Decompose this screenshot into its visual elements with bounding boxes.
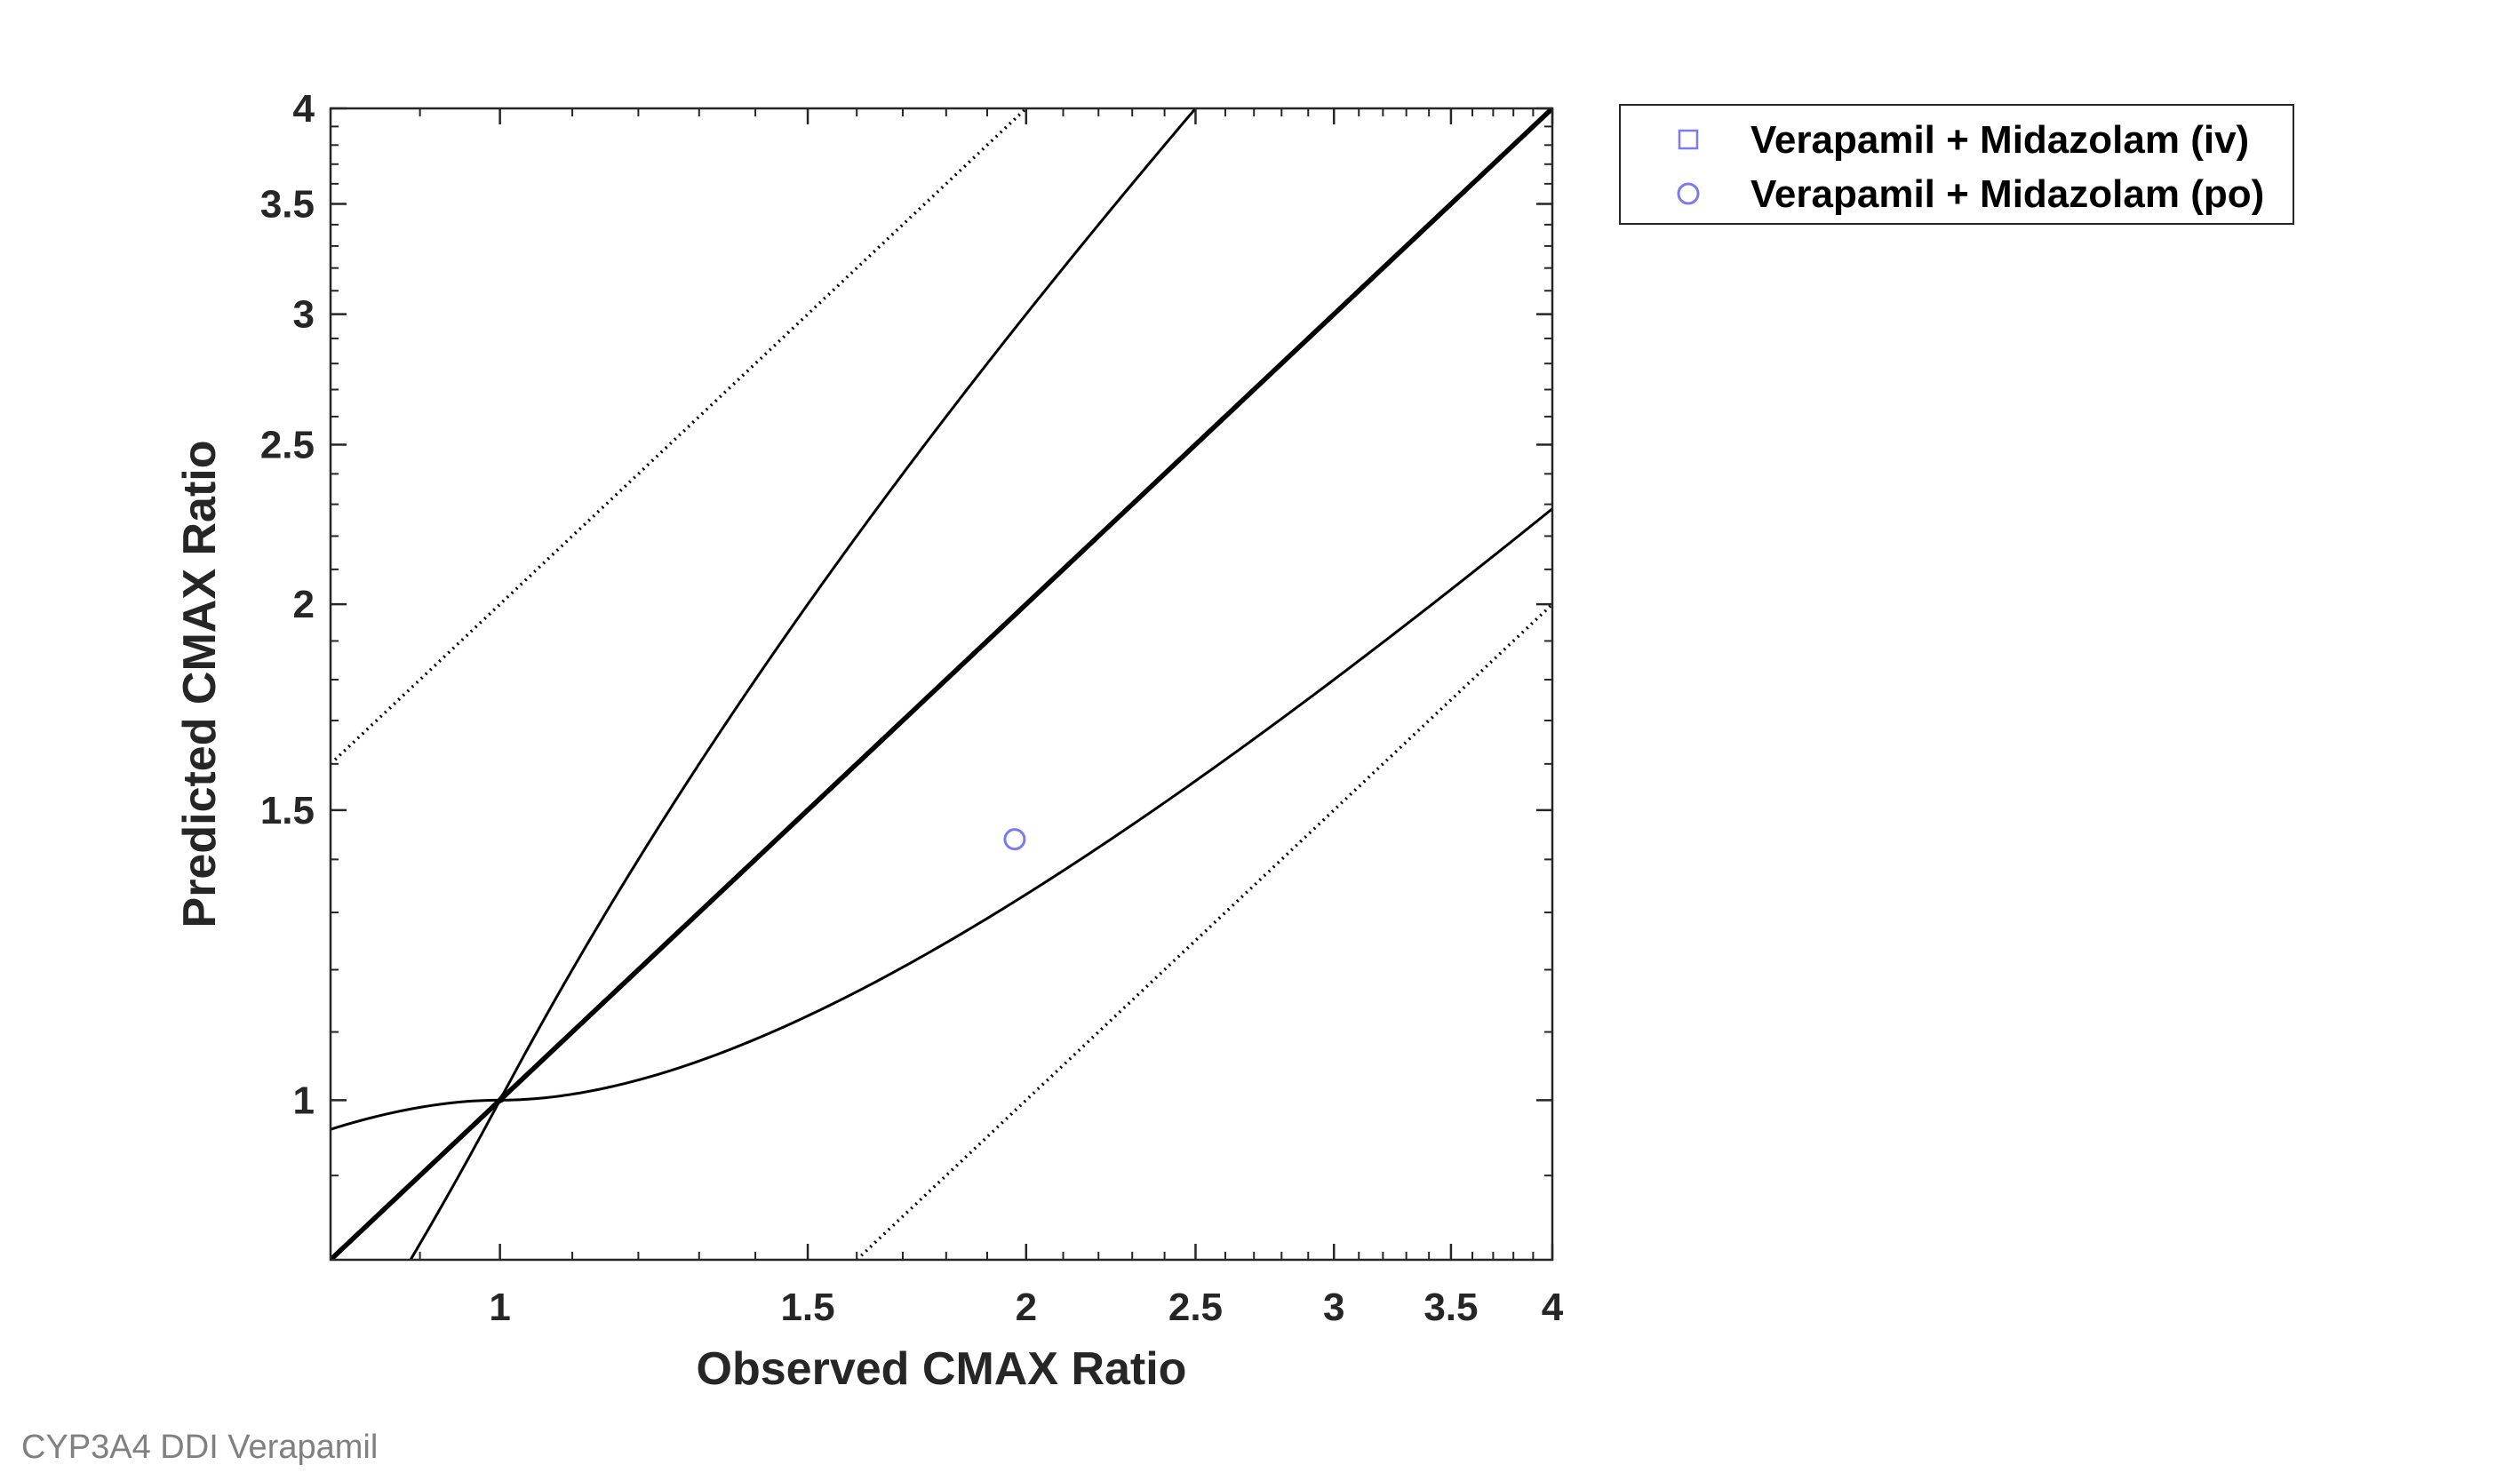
x-tick-label-3: 2.5 [1168,1286,1223,1329]
y-tick-label-3: 2.5 [260,423,315,466]
y-tick-label-2: 2 [293,583,315,626]
x-tick-label-1: 1.5 [780,1286,834,1329]
guest-limit-upper-line [331,108,1198,1131]
y-tick-label-6: 4 [293,87,315,131]
legend: Verapamil + Midazolam (iv) Verapamil + Mi… [1619,104,2294,225]
legend-label-1: Verapamil + Midazolam (po) [1750,172,2264,216]
identity-line [331,108,1552,1260]
y-axis-ticks: 1 1.5 2 2.5 3 3.5 4 [260,87,1552,1122]
plot-content [331,108,1552,1260]
y-axis-label: Predicted CMAX Ratio [174,441,226,928]
minor-ticks [330,108,1552,1261]
x-tick-label-4: 3 [1323,1286,1344,1329]
y-tick-label-4: 3 [293,293,315,337]
x-axis-ticks: 1 1.5 2 2.5 3 3.5 4 [489,108,1564,1329]
x-tick-label-6: 4 [1542,1286,1564,1329]
legend-box [1619,104,2294,225]
x-tick-label-5: 3.5 [1423,1286,1478,1329]
x-tick-label-2: 2 [1016,1286,1037,1329]
footer-label: CYP3A4 DDI Verapamil [21,1429,379,1466]
x-axis-label: Observed CMAX Ratio [697,1343,1187,1395]
legend-label-0: Verapamil + Midazolam (iv) [1750,118,2249,162]
data-point-s1-0 [1003,828,1026,851]
y-tick-label-5: 3.5 [260,183,315,227]
two-fold-upper-line [331,108,1028,766]
legend-marker-1 [1677,182,1700,205]
two-fold-lower-line [855,602,1552,1260]
plot-frame [329,107,1554,1262]
y-tick-label-0: 1 [293,1079,315,1122]
y-tick-label-1: 1.5 [260,789,315,832]
legend-marker-0 [1678,129,1699,150]
guest-limit-lower-line [409,507,1552,1260]
x-tick-label-0: 1 [489,1286,510,1329]
